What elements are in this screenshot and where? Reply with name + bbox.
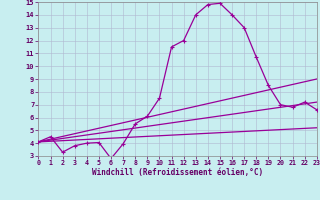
X-axis label: Windchill (Refroidissement éolien,°C): Windchill (Refroidissement éolien,°C) [92, 168, 263, 177]
